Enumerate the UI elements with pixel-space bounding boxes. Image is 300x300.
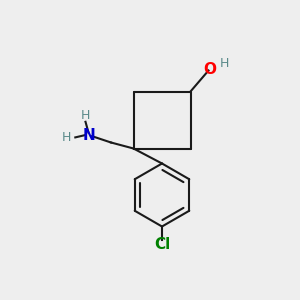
Text: H: H bbox=[62, 131, 72, 144]
Text: H: H bbox=[219, 57, 229, 70]
Text: Cl: Cl bbox=[154, 237, 170, 252]
Text: O: O bbox=[203, 61, 217, 76]
Text: H: H bbox=[81, 109, 90, 122]
Text: N: N bbox=[82, 128, 95, 142]
